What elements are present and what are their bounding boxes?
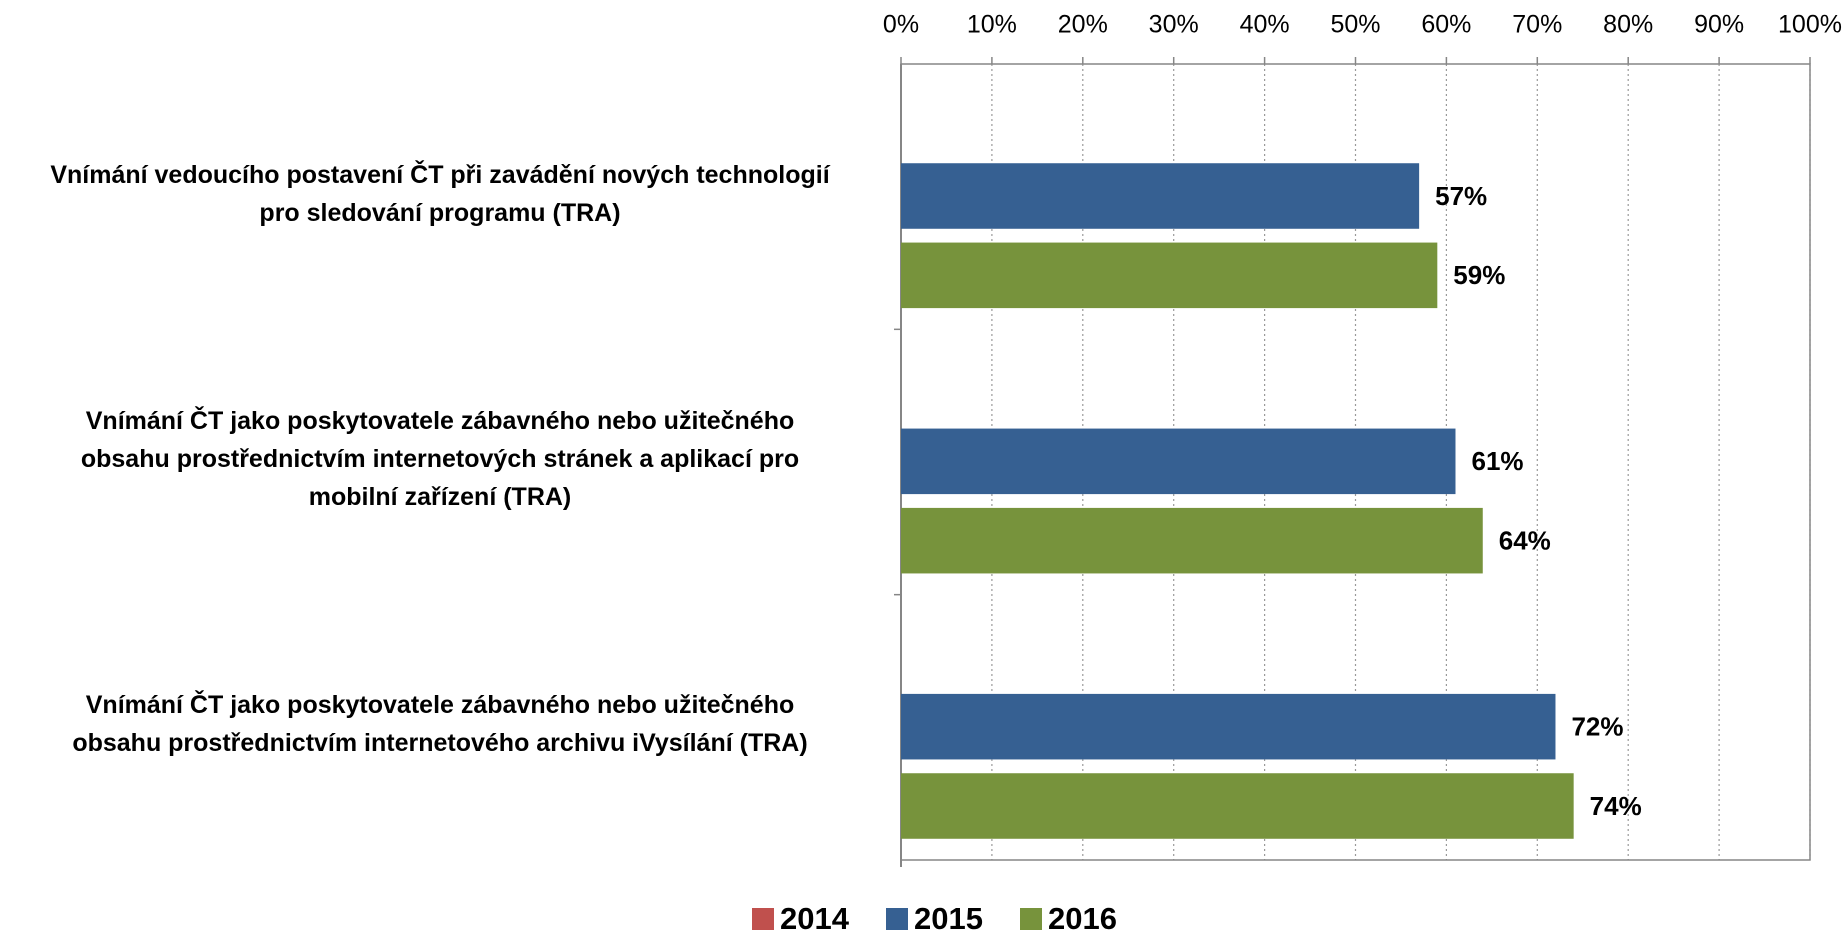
legend-label: 2015 — [914, 901, 983, 936]
category-label: Vnímání vedoucího postavení ČT při zavád… — [50, 160, 830, 227]
x-tick-label: 100% — [1778, 11, 1842, 39]
x-tick-label: 90% — [1694, 11, 1744, 39]
bar — [901, 428, 1456, 495]
bar — [901, 163, 1420, 229]
legend-swatch — [886, 908, 908, 930]
x-tick-label: 50% — [1330, 11, 1380, 39]
x-tick-label: 20% — [1058, 11, 1108, 39]
bar — [901, 242, 1438, 309]
x-tick-label: 60% — [1421, 11, 1471, 39]
bar — [901, 773, 1574, 839]
value-label: 72% — [1571, 712, 1623, 742]
x-tick-label: 30% — [1149, 11, 1199, 39]
category-label: Vnímání ČT jako poskytovatele zábavného … — [80, 407, 800, 511]
x-tick-label: 10% — [967, 11, 1017, 39]
category-label: Vnímání ČT jako poskytovatele zábavného … — [72, 691, 808, 758]
legend-swatch — [1020, 908, 1042, 930]
legend-label: 2014 — [780, 901, 850, 936]
bar — [901, 693, 1556, 760]
x-tick-label: 0% — [883, 11, 919, 39]
legend-swatch — [752, 908, 774, 930]
x-tick-label: 70% — [1512, 11, 1562, 39]
value-label: 74% — [1590, 791, 1642, 821]
value-label: 64% — [1499, 526, 1551, 556]
value-label: 61% — [1471, 446, 1523, 476]
legend-label: 2016 — [1048, 901, 1117, 936]
x-tick-label: 80% — [1603, 11, 1653, 39]
x-tick-label: 40% — [1240, 11, 1290, 39]
value-label: 57% — [1435, 181, 1487, 211]
bar — [901, 507, 1483, 574]
value-label: 59% — [1453, 260, 1505, 290]
